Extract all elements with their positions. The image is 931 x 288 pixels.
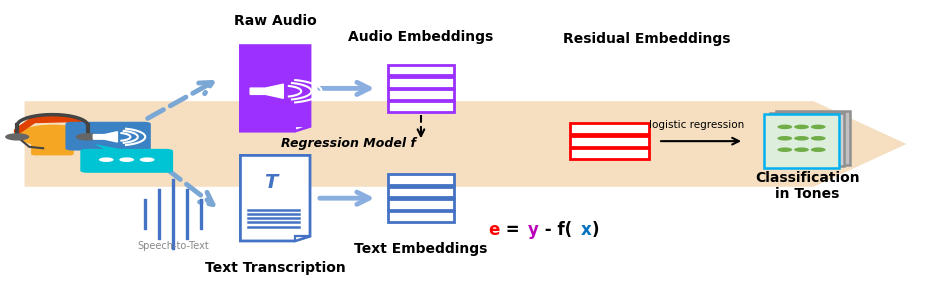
FancyBboxPatch shape — [387, 174, 454, 185]
Circle shape — [794, 136, 809, 141]
Text: Regression Model f: Regression Model f — [281, 137, 416, 151]
FancyBboxPatch shape — [80, 149, 173, 173]
FancyBboxPatch shape — [764, 114, 839, 168]
Text: Audio Embeddings: Audio Embeddings — [348, 30, 493, 44]
FancyBboxPatch shape — [387, 77, 454, 88]
FancyBboxPatch shape — [387, 65, 454, 75]
FancyBboxPatch shape — [570, 136, 649, 147]
Polygon shape — [85, 148, 113, 157]
Polygon shape — [93, 132, 117, 142]
FancyBboxPatch shape — [770, 113, 844, 166]
Polygon shape — [295, 126, 310, 131]
Text: y: y — [528, 221, 538, 238]
Circle shape — [811, 147, 826, 152]
Text: Text Transcription: Text Transcription — [205, 261, 345, 275]
Polygon shape — [24, 101, 907, 187]
Polygon shape — [295, 236, 310, 241]
Circle shape — [811, 125, 826, 129]
Polygon shape — [240, 46, 310, 131]
Text: ): ) — [592, 221, 600, 238]
FancyBboxPatch shape — [387, 211, 454, 222]
Text: Raw Audio: Raw Audio — [234, 14, 317, 29]
Text: e: e — [489, 221, 500, 238]
Text: Speech-to-Text: Speech-to-Text — [137, 241, 209, 251]
Polygon shape — [94, 144, 131, 151]
FancyBboxPatch shape — [387, 101, 454, 112]
Text: logistic regression: logistic regression — [649, 120, 744, 130]
Circle shape — [777, 147, 792, 152]
Polygon shape — [240, 156, 310, 241]
Circle shape — [777, 125, 792, 129]
FancyBboxPatch shape — [570, 148, 649, 159]
FancyBboxPatch shape — [387, 187, 454, 198]
Text: Text Embeddings: Text Embeddings — [355, 242, 488, 256]
Text: x: x — [581, 221, 591, 238]
Circle shape — [119, 158, 134, 162]
Text: =: = — [500, 221, 525, 238]
FancyBboxPatch shape — [570, 123, 649, 134]
Circle shape — [794, 125, 809, 129]
FancyBboxPatch shape — [387, 199, 454, 210]
Text: Classification
in Tones: Classification in Tones — [755, 171, 859, 201]
Circle shape — [17, 125, 88, 146]
Circle shape — [794, 147, 809, 152]
Circle shape — [99, 158, 114, 162]
Circle shape — [777, 136, 792, 141]
FancyBboxPatch shape — [65, 122, 151, 151]
Text: T: T — [264, 173, 277, 192]
Circle shape — [811, 136, 826, 141]
Circle shape — [75, 133, 100, 141]
FancyBboxPatch shape — [387, 89, 454, 100]
FancyBboxPatch shape — [776, 111, 850, 164]
Circle shape — [5, 133, 29, 141]
FancyBboxPatch shape — [31, 141, 74, 156]
Polygon shape — [250, 84, 283, 98]
Text: - f(: - f( — [539, 221, 572, 238]
Circle shape — [140, 158, 155, 162]
Text: Residual Embeddings: Residual Embeddings — [562, 32, 730, 46]
